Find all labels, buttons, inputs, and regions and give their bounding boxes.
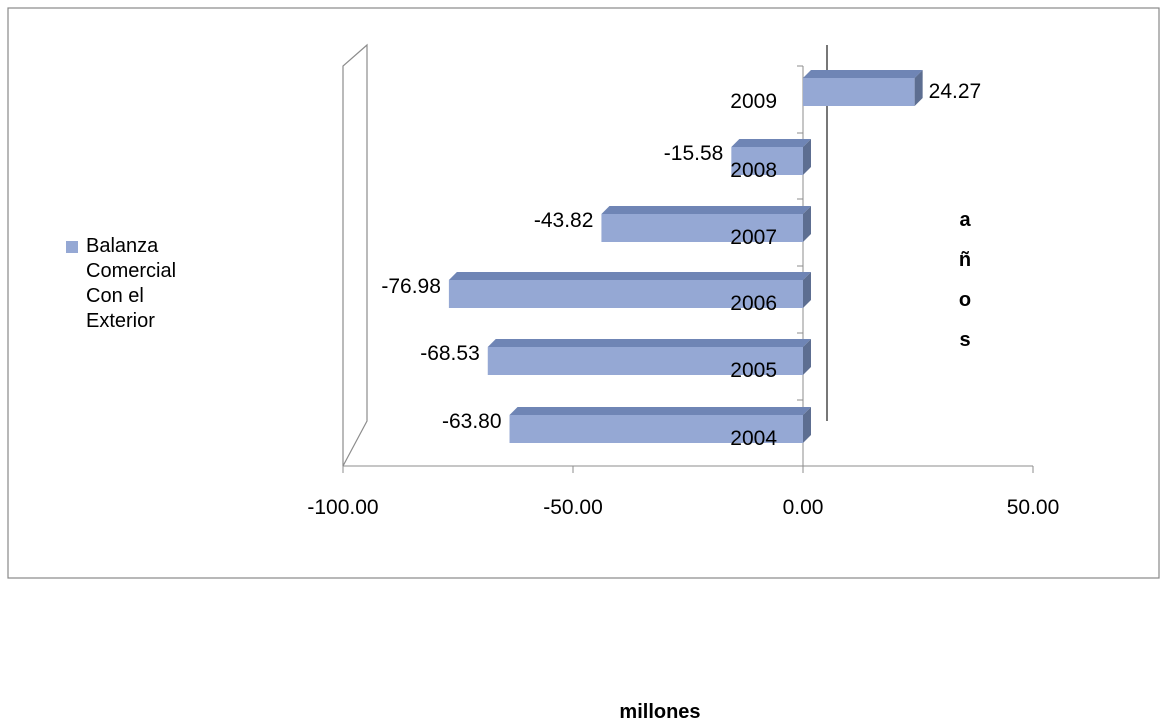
data-label: -43.82 xyxy=(534,209,594,232)
chart-border xyxy=(7,7,1160,579)
bar xyxy=(731,147,803,175)
bar-top xyxy=(731,139,811,147)
x-tick-label: -50.00 xyxy=(543,496,603,519)
side-wall xyxy=(342,43,368,467)
bar xyxy=(509,415,803,443)
bar-chart: -100.00 -50.00 0.00 50.00 -63.80 2004 -68.53 20… xyxy=(7,7,1160,579)
bar xyxy=(448,280,803,308)
category-label: 2004 xyxy=(730,427,777,450)
bar-top xyxy=(509,407,811,415)
legend-label: Balanza Comercial Con el Exterior xyxy=(86,235,177,332)
y-axis-title-letter: o xyxy=(958,289,972,311)
bar xyxy=(487,347,803,375)
category-label: 2008 xyxy=(730,159,777,182)
bar xyxy=(803,78,915,106)
bar-side xyxy=(914,70,923,106)
x-tick-label: -100.00 xyxy=(307,496,378,519)
data-label: 24.27 xyxy=(929,80,982,103)
data-label: -68.53 xyxy=(420,342,480,365)
y-axis-title-letter: a xyxy=(959,209,971,231)
bar-top xyxy=(487,339,811,347)
x-tick-label: 50.00 xyxy=(1007,496,1060,519)
bar-side xyxy=(803,339,811,375)
bar-side xyxy=(803,206,811,242)
data-label: -76.98 xyxy=(381,275,441,298)
legend-swatch xyxy=(66,241,78,253)
bar xyxy=(601,214,803,242)
category-label: 2006 xyxy=(730,292,777,315)
category-label: 2005 xyxy=(730,359,777,382)
bar-top xyxy=(448,272,811,280)
data-label: -15.58 xyxy=(664,142,724,165)
category-label: 2007 xyxy=(730,226,777,249)
x-tick-label: 0.00 xyxy=(783,496,824,519)
x-axis-title: millones xyxy=(619,701,701,723)
y-axis-title-letter: s xyxy=(959,329,971,351)
bar-side xyxy=(803,139,811,175)
bar-side xyxy=(803,407,811,443)
category-label: 2009 xyxy=(730,90,777,113)
chart-container: -100.00 -50.00 0.00 50.00 -63.80 2004 -68.53 20… xyxy=(7,7,1160,723)
bar-top xyxy=(803,70,923,78)
bar-top xyxy=(601,206,811,214)
bar-side xyxy=(803,272,811,308)
data-label: -63.80 xyxy=(442,410,502,433)
legend: Balanza Comercial Con el Exterior xyxy=(66,234,206,334)
y-axis-title-letter: ñ xyxy=(958,249,972,271)
